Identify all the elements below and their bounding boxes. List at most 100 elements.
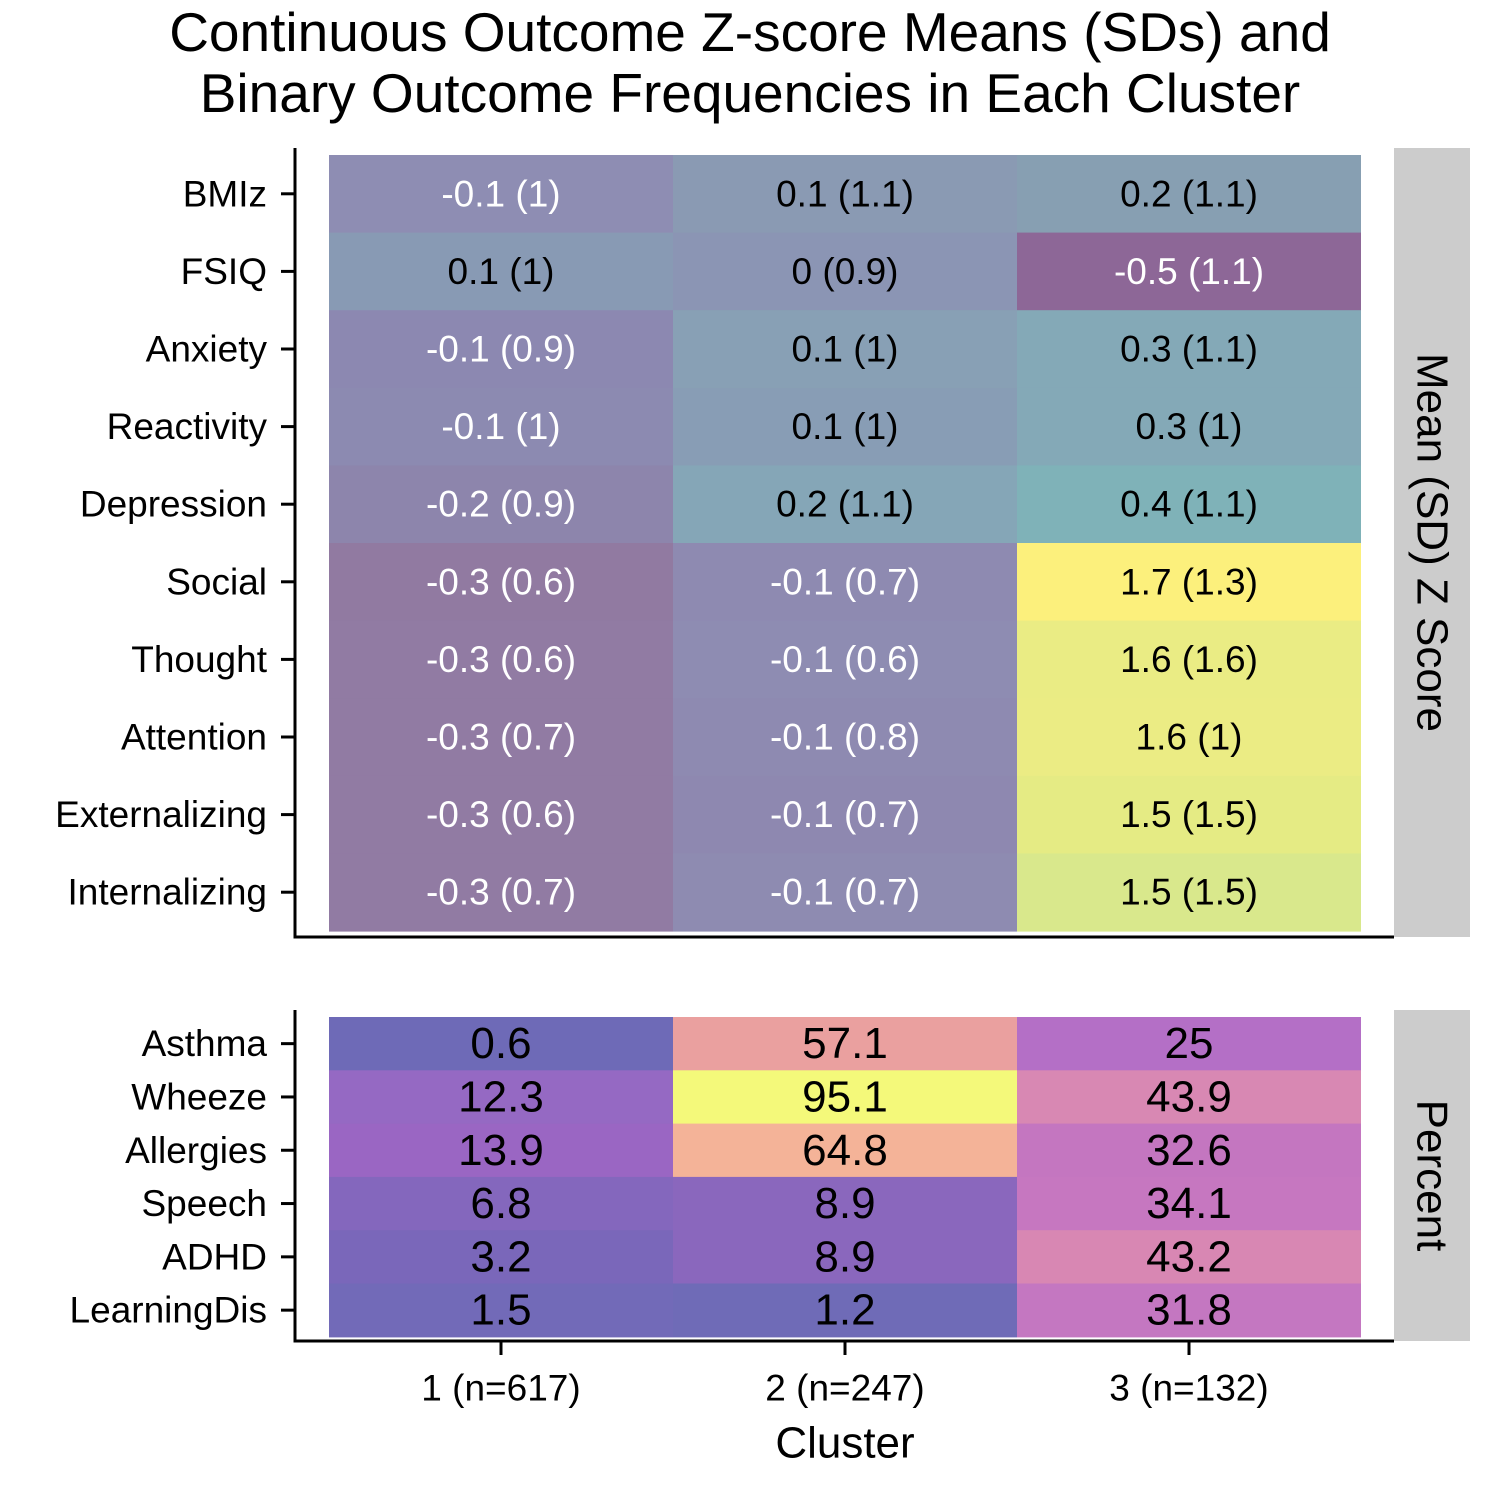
panel-percent-strip	[1394, 1010, 1470, 1341]
panel-zscore-tile	[329, 775, 673, 854]
panel-percent-tile	[1017, 1070, 1361, 1125]
panel-percent-tile	[329, 1176, 673, 1231]
panel-zscore-cell-label: 1.5 (1.5)	[1120, 794, 1258, 835]
panel-zscore-tile	[673, 543, 1017, 622]
panel-percent-tile	[329, 1230, 673, 1285]
panel-zscore-cell-label: 1.6 (1)	[1136, 717, 1243, 758]
panel-zscore-tile	[329, 310, 673, 389]
x-tick-label: 3 (n=132)	[1109, 1368, 1268, 1409]
panel-percent-cell-label: 1.2	[814, 1286, 875, 1335]
panel-zscore-cell-label: -0.1 (0.7)	[770, 872, 920, 913]
panel-zscore-cell-label: -0.3 (0.6)	[426, 639, 576, 680]
panel-percent-cell-label: 25	[1165, 1019, 1214, 1068]
panel-zscore-tile	[1017, 775, 1361, 854]
panel-zscore-y-tick-label: Depression	[80, 484, 267, 525]
panel-zscore-tile	[1017, 232, 1361, 311]
panel-zscore-tile	[329, 698, 673, 777]
panel-zscore-cell-label: -0.1 (0.8)	[770, 717, 920, 758]
panel-percent-tile	[329, 1283, 673, 1338]
panel-zscore-tile	[673, 620, 1017, 699]
panel-zscore-cell-label: 0.3 (1.1)	[1120, 329, 1258, 370]
panel-zscore-tile	[673, 698, 1017, 777]
panel-percent-cell-label: 8.9	[814, 1232, 875, 1281]
panel-zscore-tile	[1017, 387, 1361, 466]
panel-zscore-tile	[673, 387, 1017, 466]
panel-zscore-tile	[673, 155, 1017, 234]
panel-percent-tile	[1017, 1176, 1361, 1231]
panel-zscore-cell-label: 0.2 (1.1)	[1120, 173, 1258, 214]
panel-percent-cell-label: 13.9	[458, 1126, 544, 1175]
panel-zscore-cell-label: 0 (0.9)	[792, 251, 899, 292]
panel-zscore-strip-label: Mean (SD) Z Score	[1408, 353, 1457, 732]
panel-zscore-y-tick-label: Attention	[121, 717, 267, 758]
panel-percent-cell-label: 12.3	[458, 1072, 544, 1121]
panel-percent-y-tick-label: LearningDis	[70, 1290, 267, 1331]
panel-percent-tile	[1017, 1017, 1361, 1071]
panel-percent-tile	[329, 1070, 673, 1125]
chart-title-line-1: Continuous Outcome Z-score Means (SDs) a…	[169, 1, 1331, 63]
panel-percent-tile	[673, 1017, 1017, 1071]
panel-percent-tile	[1017, 1230, 1361, 1285]
panel-zscore-tile	[1017, 698, 1361, 777]
x-tick-label: 1 (n=617)	[421, 1368, 580, 1409]
panel-zscore-tile	[329, 853, 673, 932]
panel-zscore-tile	[673, 232, 1017, 311]
panel-percent-cell-label: 64.8	[802, 1126, 888, 1175]
panel-zscore-y-tick-label: BMIz	[183, 173, 267, 214]
panel-zscore-cell-label: -0.1 (1)	[441, 406, 560, 447]
panel-zscore-y-tick-label: Anxiety	[146, 329, 268, 370]
panel-zscore-y-tick-label: Thought	[131, 639, 267, 680]
panel-zscore-tile	[1017, 620, 1361, 699]
panel-percent-tile	[673, 1070, 1017, 1125]
panel-percent-tile	[1017, 1283, 1361, 1338]
panel-zscore-cell-label: 1.6 (1.6)	[1120, 639, 1258, 680]
panel-zscore-cell-label: -0.1 (0.6)	[770, 639, 920, 680]
panel-zscore-cell-label: -0.1 (0.7)	[770, 794, 920, 835]
panel-zscore-cell-label: 0.3 (1)	[1136, 406, 1243, 447]
panel-percent-cell-label: 57.1	[802, 1019, 888, 1068]
panel-zscore-strip	[1394, 148, 1470, 937]
panel-zscore-tile	[1017, 155, 1361, 234]
panel-zscore-tile	[673, 853, 1017, 932]
panel-zscore-cell-label: -0.5 (1.1)	[1114, 251, 1264, 292]
panel-zscore-tile	[1017, 310, 1361, 389]
x-tick-label: 2 (n=247)	[765, 1368, 924, 1409]
panel-zscore-cell-label: 0.1 (1)	[448, 251, 555, 292]
panel-zscore-y-tick-label: FSIQ	[181, 251, 267, 292]
panel-percent-cell-label: 34.1	[1146, 1179, 1232, 1228]
panel-percent-y-tick-label: Wheeze	[131, 1076, 267, 1117]
panel-percent-tile	[1017, 1123, 1361, 1178]
panel-zscore-tile	[1017, 543, 1361, 622]
panel-percent-tile	[673, 1283, 1017, 1338]
panel-zscore-cell-label: 1.5 (1.5)	[1120, 872, 1258, 913]
panel-percent-tile	[673, 1230, 1017, 1285]
panel-zscore-y-tick-label: Social	[166, 561, 267, 602]
panel-percent-cell-label: 31.8	[1146, 1286, 1232, 1335]
panel-zscore-cell-label: -0.1 (0.9)	[426, 329, 576, 370]
panel-percent-cell-label: 6.8	[470, 1179, 531, 1228]
panel-zscore-cell-label: 0.2 (1.1)	[776, 484, 914, 525]
panel-percent-y-tick-label: Asthma	[142, 1023, 268, 1064]
panel-zscore-tile	[329, 465, 673, 544]
panel-zscore-y-tick-label: Reactivity	[107, 406, 268, 447]
panel-percent-y-tick-label: Speech	[142, 1183, 268, 1224]
panel-zscore-cell-label: -0.1 (0.7)	[770, 561, 920, 602]
panel-percent-cell-label: 43.9	[1146, 1072, 1232, 1121]
panel-zscore-tile	[673, 775, 1017, 854]
x-axis-title: Cluster	[775, 1419, 914, 1468]
panel-zscore-y-tick-label: Internalizing	[67, 872, 267, 913]
panel-zscore-tile	[329, 543, 673, 622]
panel-percent-cell-label: 32.6	[1146, 1126, 1232, 1175]
panel-zscore-cell-label: -0.3 (0.6)	[426, 561, 576, 602]
panel-zscore-cell-label: 1.7 (1.3)	[1120, 561, 1258, 602]
panel-percent-y-tick-label: ADHD	[162, 1236, 267, 1277]
panel-zscore-tile	[329, 620, 673, 699]
panel-zscore-tile	[1017, 465, 1361, 544]
panel-zscore-y-tick-label: Externalizing	[55, 794, 267, 835]
panel-percent-tile	[673, 1176, 1017, 1231]
chart-title-line-2: Binary Outcome Frequencies in Each Clust…	[199, 62, 1301, 124]
panel-zscore-tile	[673, 310, 1017, 389]
panel-zscore-tile	[329, 387, 673, 466]
panel-zscore-cell-label: -0.3 (0.6)	[426, 794, 576, 835]
